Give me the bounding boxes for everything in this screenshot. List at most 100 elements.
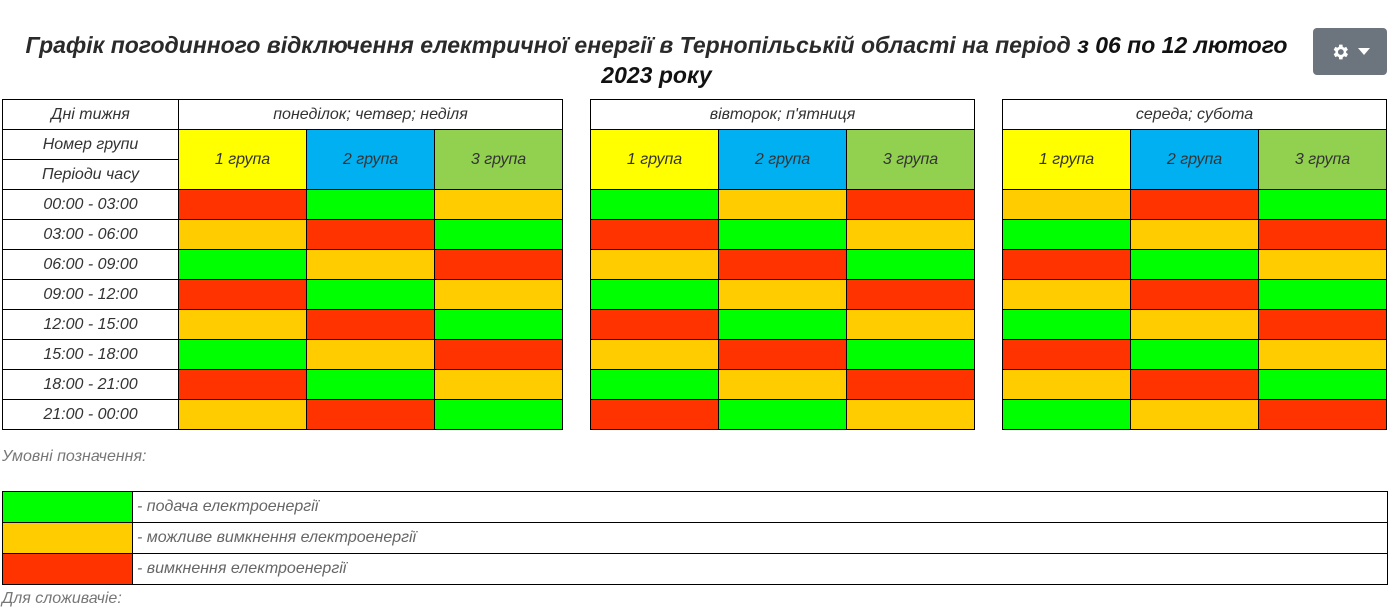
days-row: Дні тижня понеділок; четвер; неділя вівтор…: [2, 99, 1387, 430]
status-cell-on: [718, 219, 847, 250]
time-period: 00:00 - 03:00: [2, 189, 179, 220]
status-cell-off: [718, 249, 847, 280]
status-cell-off: [306, 219, 435, 250]
table-row: 03:00 - 06:00: [2, 219, 1387, 250]
status-cell-off: [178, 189, 307, 220]
time-period: 03:00 - 06:00: [2, 219, 179, 250]
status-cell-on: [434, 219, 563, 250]
status-cell-off: [1002, 249, 1131, 280]
legend-text: - можливе вимкнення електроенергії: [132, 522, 1388, 554]
status-cell-off: [1130, 279, 1259, 310]
group-header: 3 група: [846, 129, 975, 190]
status-cell-maybe: [1130, 219, 1259, 250]
group-header: 2 група: [306, 129, 435, 190]
title-main: Графік погодинного відключення електричн…: [25, 32, 1078, 58]
status-cell-maybe: [434, 189, 563, 220]
status-cell-on: [434, 399, 563, 430]
status-cell-maybe: [718, 279, 847, 310]
group-number-label: Номер групи: [2, 129, 179, 160]
day-group-header: середа; субота: [1002, 99, 1387, 130]
status-cell-on: [590, 189, 719, 220]
table-row: 18:00 - 21:00: [2, 369, 1387, 400]
status-cell-on: [1130, 249, 1259, 280]
group-header: 1 група: [178, 129, 307, 190]
time-period: 18:00 - 21:00: [2, 369, 179, 400]
group-header: 1 група: [1002, 129, 1131, 190]
legend-text: - вимкнення електроенергії: [132, 553, 1388, 585]
legend-text: - подача електроенергії: [132, 491, 1388, 523]
status-cell-maybe: [1258, 339, 1387, 370]
status-cell-on: [306, 189, 435, 220]
status-cell-maybe: [306, 339, 435, 370]
status-cell-on: [178, 249, 307, 280]
status-cell-off: [590, 309, 719, 340]
status-cell-maybe: [1002, 279, 1131, 310]
status-cell-off: [1130, 189, 1259, 220]
status-cell-on: [846, 249, 975, 280]
status-cell-maybe: [1258, 249, 1387, 280]
status-cell-maybe: [1002, 369, 1131, 400]
status-cell-off: [1002, 339, 1131, 370]
footer-caption: Для сложивачіе:: [2, 590, 122, 607]
status-cell-maybe: [846, 219, 975, 250]
caret-down-icon: [1358, 47, 1370, 56]
status-cell-off: [434, 339, 563, 370]
table-row: 00:00 - 03:00: [2, 189, 1387, 220]
status-cell-maybe: [1130, 309, 1259, 340]
status-cell-on: [1002, 309, 1131, 340]
time-period: 15:00 - 18:00: [2, 339, 179, 370]
status-cell-on: [306, 369, 435, 400]
page-title: Графік погодинного відключення електричн…: [0, 30, 1313, 90]
status-cell-on: [846, 339, 975, 370]
status-cell-off: [846, 279, 975, 310]
group-header: 2 група: [1130, 129, 1259, 190]
periods-label: Періоди часу: [2, 159, 179, 190]
status-cell-off: [846, 189, 975, 220]
periods-label-row: Періоди часу: [2, 159, 1387, 190]
status-cell-maybe: [178, 399, 307, 430]
group-number-row: Номер групи 1 група 2 група 3 група 1 група 2…: [2, 129, 1387, 190]
status-cell-off: [178, 369, 307, 400]
status-cell-off: [306, 309, 435, 340]
column-gap: [974, 99, 1003, 430]
status-cell-maybe: [1002, 189, 1131, 220]
status-cell-off: [306, 399, 435, 430]
legend-swatch-maybe: [2, 522, 133, 554]
status-cell-off: [590, 399, 719, 430]
status-cell-on: [590, 369, 719, 400]
status-cell-maybe: [846, 399, 975, 430]
status-cell-off: [590, 219, 719, 250]
status-cell-maybe: [590, 339, 719, 370]
day-group-header: вівторок; п'ятниця: [590, 99, 975, 130]
table-row: 15:00 - 18:00: [2, 339, 1387, 370]
legend-item: - вимкнення електроенергії: [2, 553, 1388, 585]
status-cell-on: [1002, 219, 1131, 250]
legend-table: - подача електроенергії - можливе вимкнен…: [2, 491, 1388, 585]
column-gap: [562, 99, 591, 430]
status-cell-maybe: [306, 249, 435, 280]
status-cell-maybe: [1130, 399, 1259, 430]
status-cell-on: [590, 279, 719, 310]
group-header: 3 група: [1258, 129, 1387, 190]
table-row: 09:00 - 12:00: [2, 279, 1387, 310]
legend-item: - подача електроенергії: [2, 491, 1388, 523]
time-period: 12:00 - 15:00: [2, 309, 179, 340]
status-cell-on: [718, 399, 847, 430]
status-cell-off: [1258, 399, 1387, 430]
status-cell-maybe: [590, 249, 719, 280]
gear-icon: [1330, 42, 1350, 62]
legend-item: - можливе вимкнення електроенергії: [2, 522, 1388, 554]
title-date-range: з 06 по 12 лютого 2023 року: [601, 32, 1288, 88]
status-cell-off: [434, 249, 563, 280]
status-cell-off: [718, 339, 847, 370]
status-cell-maybe: [178, 309, 307, 340]
status-cell-off: [1130, 369, 1259, 400]
status-cell-off: [1258, 309, 1387, 340]
settings-dropdown-button[interactable]: [1313, 28, 1387, 75]
day-group-header: понеділок; четвер; неділя: [178, 99, 563, 130]
table-row: 21:00 - 00:00: [2, 399, 1387, 430]
status-cell-maybe: [718, 369, 847, 400]
status-cell-maybe: [718, 189, 847, 220]
status-cell-maybe: [178, 219, 307, 250]
legend-swatch-off: [2, 553, 133, 585]
